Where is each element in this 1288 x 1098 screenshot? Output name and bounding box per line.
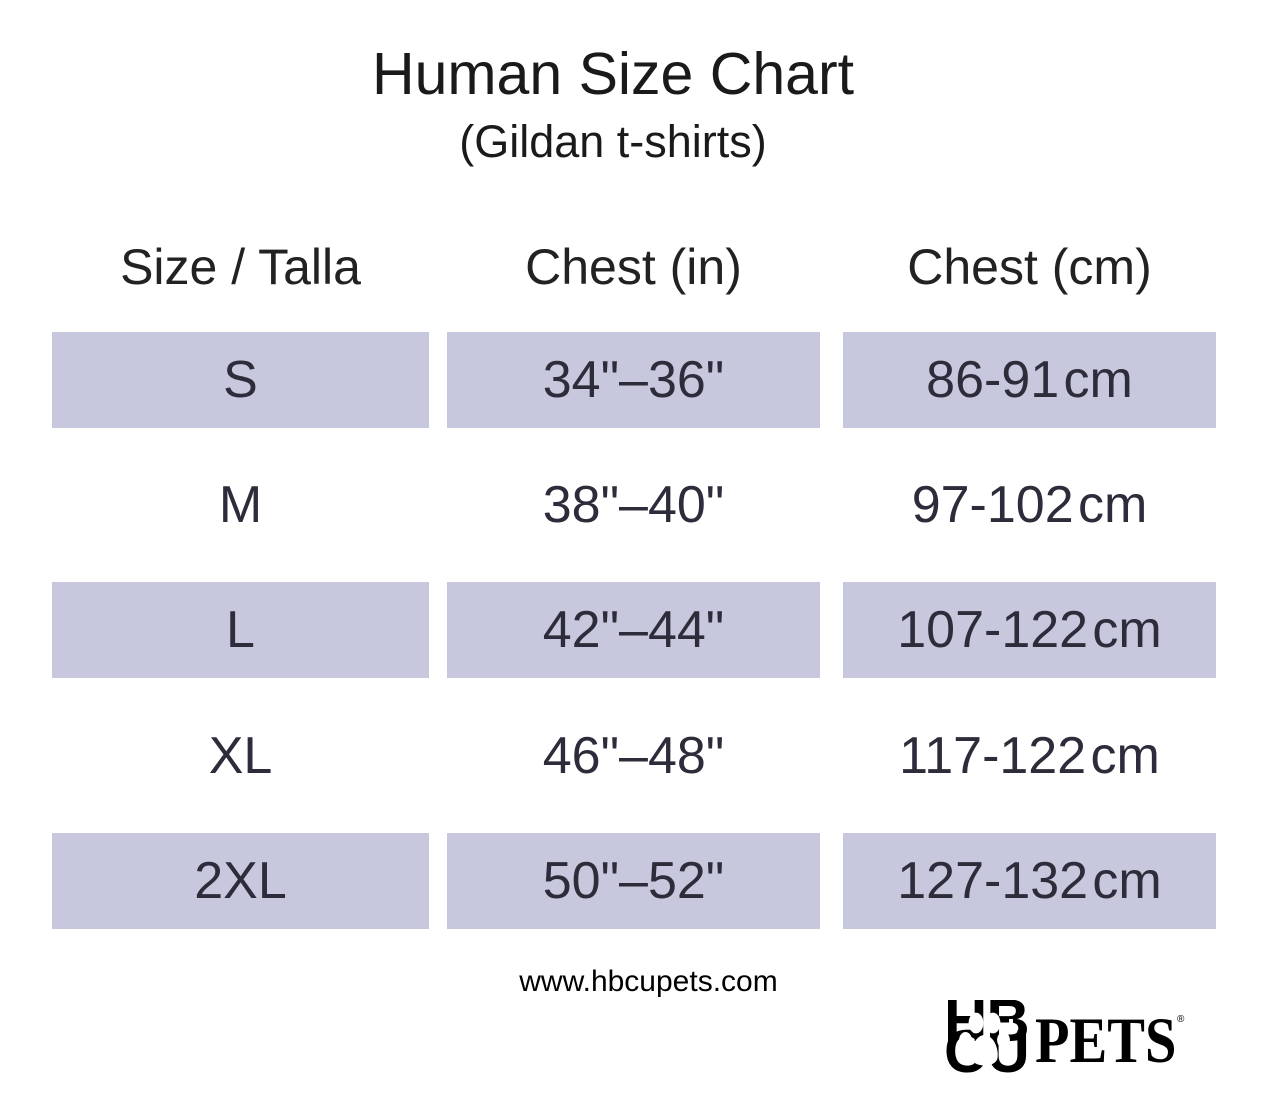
svg-text:PETS: PETS <box>1035 1005 1176 1076</box>
svg-text:®: ® <box>1177 1014 1185 1025</box>
